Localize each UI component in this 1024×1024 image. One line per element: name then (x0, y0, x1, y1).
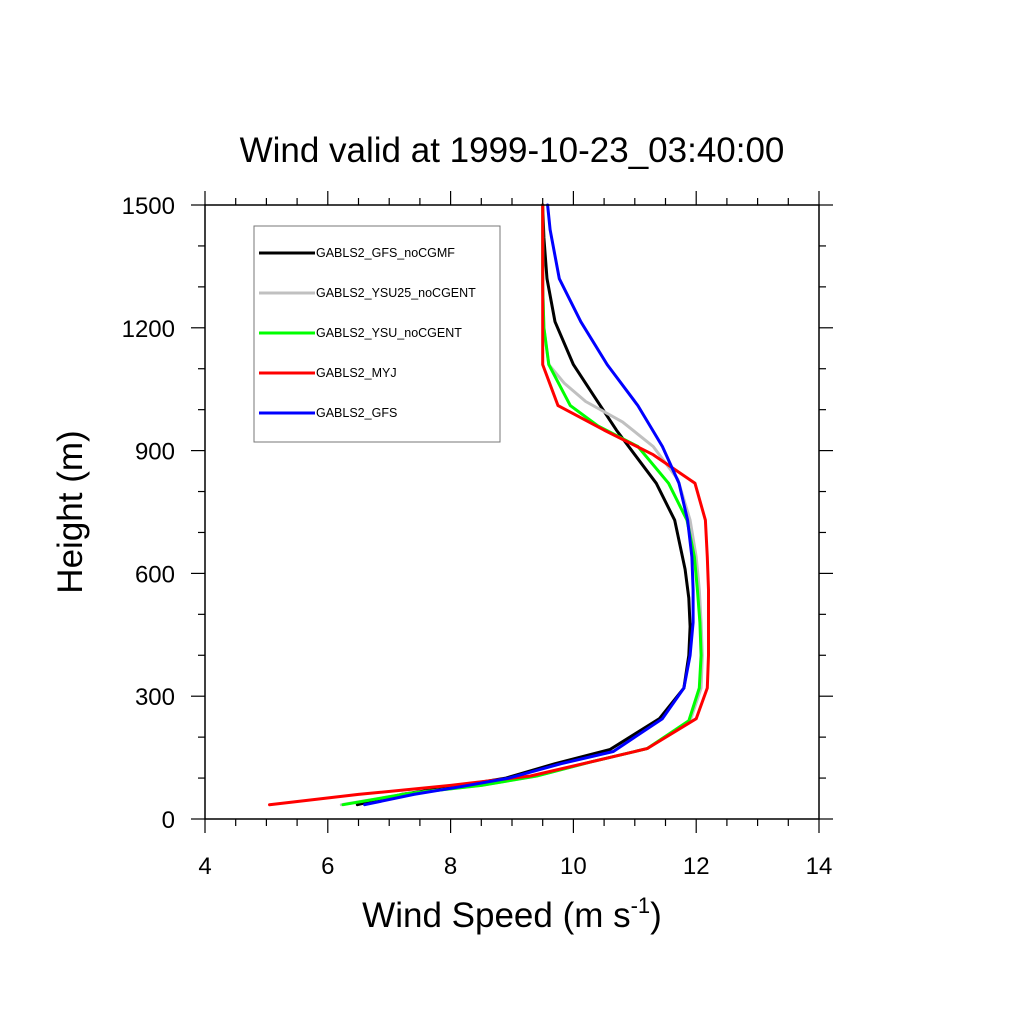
legend-label: GABLS2_YSU_noCGENT (316, 326, 462, 340)
y-tick-label: 1200 (122, 316, 175, 343)
x-axis: 4 6 8 10 12 14 (198, 191, 832, 880)
y-tick-label: 1500 (122, 193, 175, 220)
x-tick-label: 6 (321, 853, 334, 880)
series-line-4 (268, 203, 710, 807)
x-tick-label: 12 (683, 853, 710, 880)
chart-title: Wind valid at 1999-10-23_03:40:00 (240, 131, 785, 170)
legend-label: GABLS2_GFS_noCGMF (316, 246, 455, 260)
y-axis: 0 300 600 900 1200 1500 (122, 193, 833, 834)
x-axis-label-main: Wind Speed (m s (362, 896, 630, 935)
legend: GABLS2_GFS_noCGMF GABLS2_YSU25_noCGENT GAB… (253, 225, 501, 443)
legend-label: GABLS2_YSU25_noCGENT (316, 286, 476, 300)
x-axis-label: Wind Speed (m s-1) (362, 893, 662, 935)
x-axis-label-superscript: -1 (631, 893, 651, 918)
y-axis-label: Height (m) (51, 430, 90, 593)
x-tick-label: 8 (444, 853, 457, 880)
legend-label: GABLS2_GFS (316, 406, 397, 420)
x-tick-label: 14 (806, 853, 833, 880)
y-tick-label: 900 (135, 439, 175, 466)
x-axis-label-tail: ) (650, 896, 662, 935)
plot-area (204, 203, 820, 820)
y-tick-label: 600 (135, 561, 175, 588)
x-tick-label: 4 (198, 853, 211, 880)
legend-label: GABLS2_MYJ (316, 366, 397, 380)
x-tick-label: 10 (560, 853, 587, 880)
series-line-5 (363, 203, 695, 807)
y-tick-label: 0 (162, 807, 175, 834)
y-tick-label: 300 (135, 684, 175, 711)
